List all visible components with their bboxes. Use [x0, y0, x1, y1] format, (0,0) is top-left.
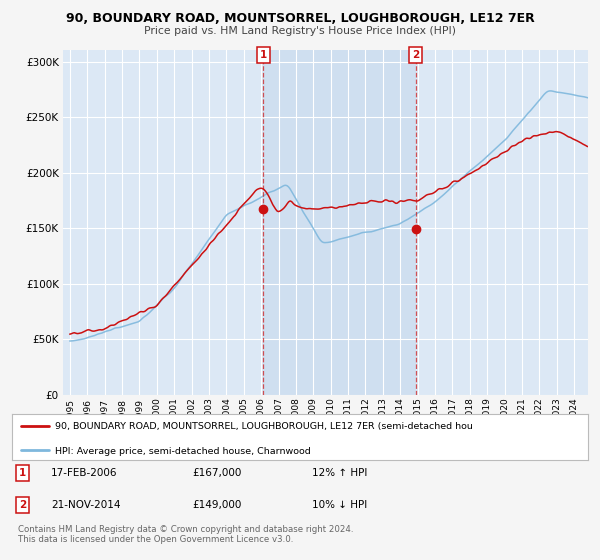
Text: 12% ↑ HPI: 12% ↑ HPI	[312, 468, 367, 478]
Text: 90, BOUNDARY ROAD, MOUNTSORREL, LOUGHBOROUGH, LE12 7ER: 90, BOUNDARY ROAD, MOUNTSORREL, LOUGHBOR…	[65, 12, 535, 25]
Text: 2: 2	[19, 500, 26, 510]
Text: 21-NOV-2014: 21-NOV-2014	[51, 500, 121, 510]
Text: Contains HM Land Registry data © Crown copyright and database right 2024.
This d: Contains HM Land Registry data © Crown c…	[18, 525, 353, 544]
Text: £149,000: £149,000	[192, 500, 241, 510]
Text: 2: 2	[412, 50, 419, 60]
Text: 1: 1	[19, 468, 26, 478]
Bar	[263, 50, 416, 395]
Text: 1: 1	[260, 50, 267, 60]
Text: £167,000: £167,000	[192, 468, 241, 478]
Text: 90, BOUNDARY ROAD, MOUNTSORREL, LOUGHBOROUGH, LE12 7ER (semi-detached hou: 90, BOUNDARY ROAD, MOUNTSORREL, LOUGHBOR…	[55, 422, 473, 431]
Text: Price paid vs. HM Land Registry's House Price Index (HPI): Price paid vs. HM Land Registry's House …	[144, 26, 456, 36]
Text: HPI: Average price, semi-detached house, Charnwood: HPI: Average price, semi-detached house,…	[55, 447, 311, 456]
Text: 17-FEB-2006: 17-FEB-2006	[51, 468, 118, 478]
Text: 10% ↓ HPI: 10% ↓ HPI	[312, 500, 367, 510]
